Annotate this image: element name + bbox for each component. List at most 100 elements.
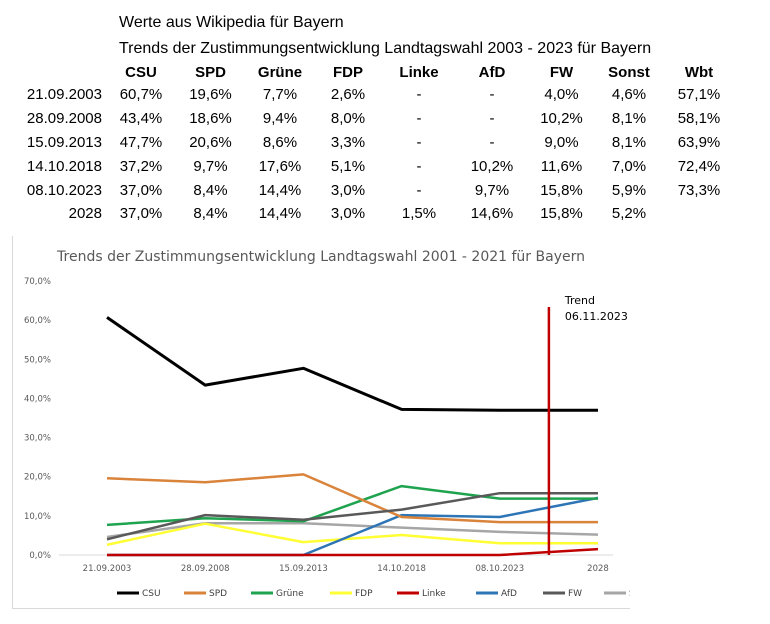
series-line-linke xyxy=(107,547,599,557)
table-value-cell: 73,3% xyxy=(677,181,721,199)
table-value-cell: 3,0% xyxy=(330,205,366,223)
x-tick-label: 28.09.2008 xyxy=(181,564,230,574)
table-date-cell: 15.09.2013 xyxy=(26,133,102,151)
series-line-gruene xyxy=(106,484,598,527)
x-tick-label: 15.09.2013 xyxy=(279,564,328,574)
table-header-cell: Sonst xyxy=(608,63,650,81)
legend-label: Sonst xyxy=(629,589,630,599)
table-value-cell: - xyxy=(489,110,495,128)
table-value-cell: 14,6% xyxy=(470,205,514,223)
table-date-cell: 08.10.2023 xyxy=(26,181,102,199)
y-tick-label: 30,0% xyxy=(24,434,51,444)
table-value-cell: 4,6% xyxy=(611,86,647,104)
table-value-cell: 11,6% xyxy=(540,157,583,175)
results-table: CSU SPD Grüne FDP Linke AfD FW Sonst Wbt… xyxy=(20,61,734,226)
table-header-cell: Grüne xyxy=(257,63,303,81)
legend-label: CSU xyxy=(142,589,161,599)
legend-label: Grüne xyxy=(276,589,304,599)
table-value-cell: 17,6% xyxy=(258,157,302,175)
table-value-cell: 8,0% xyxy=(330,110,366,128)
table-value-cell: 37,0% xyxy=(119,205,163,223)
table-header-cell: AfD xyxy=(478,63,506,81)
table-header-cell: FW xyxy=(549,63,574,81)
table-value-cell: 10,2% xyxy=(540,110,583,128)
x-tick-label: 21.09.2003 xyxy=(83,564,132,574)
table-value-cell: - xyxy=(416,110,422,128)
table-value-cell: 9,0% xyxy=(544,133,579,151)
series-line-fw xyxy=(106,491,598,541)
legend-label: AfD xyxy=(501,589,517,599)
series-line-spd xyxy=(106,473,598,524)
table-value-cell: - xyxy=(489,86,495,104)
table-value-cell: 47,7% xyxy=(119,133,163,151)
table-value-cell: 5,9% xyxy=(611,181,647,199)
table-value-cell: 5,1% xyxy=(330,157,366,175)
table-value-cell: 37,0% xyxy=(119,181,163,199)
table-value-cell: 72,4% xyxy=(677,157,721,175)
legend-label: SPD xyxy=(209,589,227,599)
table-value-cell: 37,2% xyxy=(119,157,163,175)
table-value-cell: 3,3% xyxy=(330,133,366,151)
line-chart-frame: Trends der Zustimmungsentwicklung Landta… xyxy=(12,236,630,609)
table-value-cell: - xyxy=(416,157,422,175)
table-value-cell: 9,7% xyxy=(474,181,510,199)
table-row: 21.09.2003 60,7% 19,6% 7,7% 2,6% - - 4,0% 4,6% 57… xyxy=(20,83,734,107)
table-value-cell: 58,1% xyxy=(677,110,721,128)
table-header-cell: Linke xyxy=(399,63,439,81)
line-chart: Trends der Zustimmungsentwicklung Landta… xyxy=(24,249,630,599)
table-value-cell: 8,4% xyxy=(193,181,228,199)
legend-label: FW xyxy=(568,589,582,599)
x-tick-label: 14.10.2018 xyxy=(377,564,426,574)
table-date-cell: 21.09.2003 xyxy=(26,86,102,104)
table-header-cell: SPD xyxy=(195,63,226,81)
table-value-cell: 20,6% xyxy=(189,133,232,151)
table-row: 08.10.2023 37,0% 8,4% 14,4% 3,0% - 9,7% 15,8% 5,… xyxy=(20,178,734,202)
table-value-cell: 15,8% xyxy=(540,181,583,199)
table-value-cell: 8,4% xyxy=(193,205,228,223)
table-value-cell: 14,4% xyxy=(258,205,302,223)
table-value-cell: - xyxy=(489,133,495,151)
table-header-cell: Wbt xyxy=(684,63,714,81)
y-tick-label: 40,0% xyxy=(24,394,51,404)
table-value-cell xyxy=(664,202,734,226)
table-row: 28.09.2008 43,4% 18,6% 9,4% 8,0% - - 10,2% 8,1% 5… xyxy=(20,107,734,131)
chart-title: Trends der Zustimmungsentwicklung Landta… xyxy=(56,249,585,265)
table-header-cell xyxy=(20,61,108,83)
table-row: 2028 37,0% 8,4% 14,4% 3,0% 1,5% 14,6% 15,8% 5,2% xyxy=(20,202,734,226)
legend-label: Linke xyxy=(422,589,446,599)
table-value-cell: 19,6% xyxy=(189,86,232,104)
table-value-cell: - xyxy=(416,181,422,199)
y-tick-label: 10,0% xyxy=(24,512,51,522)
series-line-csu xyxy=(106,316,598,412)
table-value-cell: 8,1% xyxy=(611,110,647,128)
table-value-cell: 10,2% xyxy=(470,157,514,175)
table-value-cell: 57,1% xyxy=(677,86,721,104)
table-header-row: CSU SPD Grüne FDP Linke AfD FW Sonst Wbt xyxy=(20,61,734,83)
x-tick-label: 08.10.2023 xyxy=(475,564,524,574)
table-value-cell: 43,4% xyxy=(119,110,163,128)
table-value-cell: 8,6% xyxy=(262,133,298,151)
table-value-cell: 9,7% xyxy=(193,157,228,175)
table-date-cell: 2028 xyxy=(68,205,102,223)
table-value-cell: 63,9% xyxy=(677,133,721,151)
table-value-cell: 7,0% xyxy=(611,157,647,175)
table-value-cell: 15,8% xyxy=(540,205,583,223)
x-tick-label: 2028 xyxy=(587,564,609,574)
table-value-cell: - xyxy=(416,133,422,151)
table-row: 14.10.2018 37,2% 9,7% 17,6% 5,1% - 10,2% 11,6% 7… xyxy=(20,154,734,178)
y-tick-label: 50,0% xyxy=(24,355,51,365)
table-value-cell: 7,7% xyxy=(262,86,298,104)
table-date-cell: 14.10.2018 xyxy=(26,157,102,175)
table-value-cell: - xyxy=(416,86,422,104)
y-tick-label: 70,0% xyxy=(24,277,51,287)
table-value-cell: 3,0% xyxy=(330,181,366,199)
legend-label: FDP xyxy=(355,589,373,599)
table-row: 15.09.2013 47,7% 20,6% 8,6% 3,3% - - 9,0% 8,1% 63… xyxy=(20,131,734,155)
y-tick-label: 60,0% xyxy=(24,316,51,326)
y-tick-label: 20,0% xyxy=(24,473,51,483)
y-tick-label: 0,0% xyxy=(29,551,51,561)
series-line-sonst xyxy=(106,522,599,539)
table-value-cell: 8,1% xyxy=(611,133,647,151)
trend-annotation-label: Trend xyxy=(564,294,595,307)
header-title-line: Trends der Zustimmungsentwicklung Landta… xyxy=(119,40,652,57)
